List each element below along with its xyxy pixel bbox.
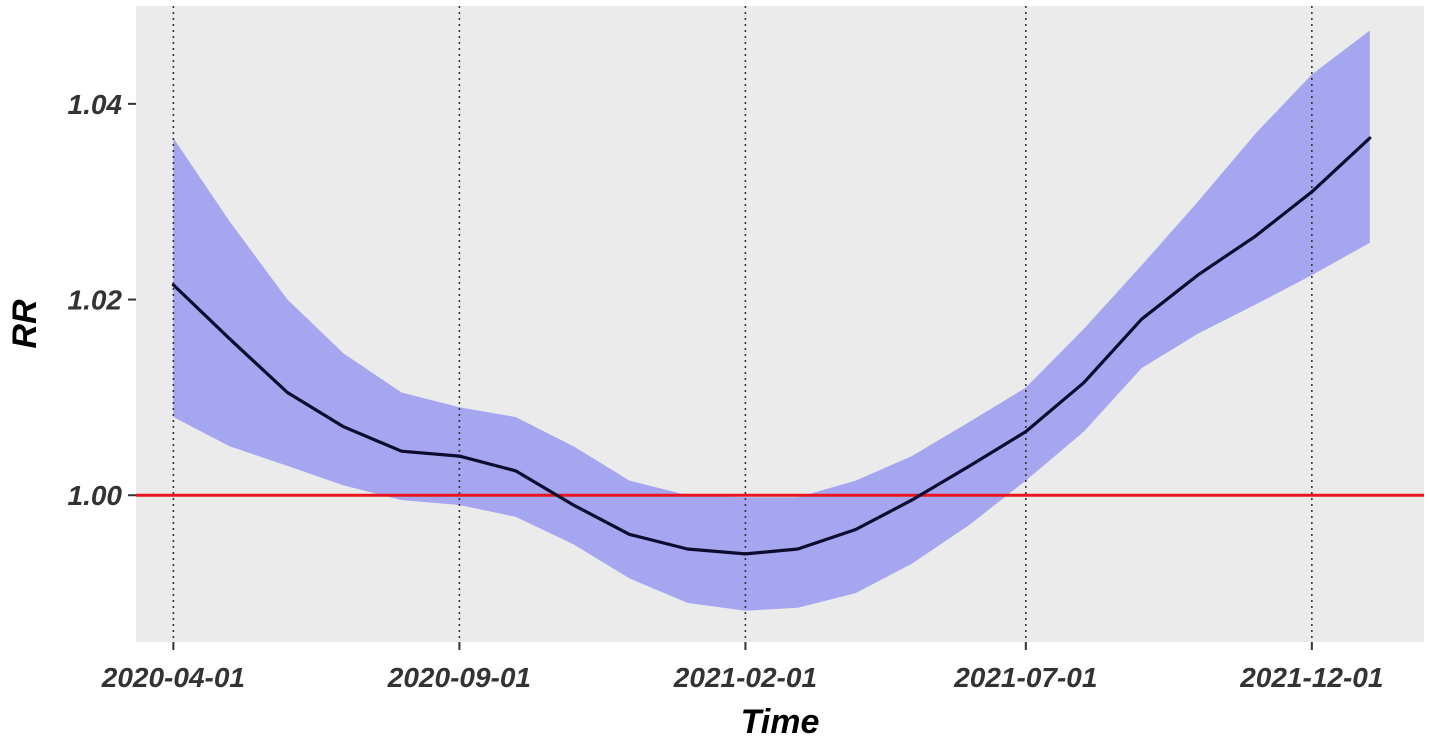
x-tick-label: 2021-12-01 bbox=[1239, 662, 1383, 693]
x-tick-label: 2021-07-01 bbox=[953, 662, 1097, 693]
y-tick-label: 1.00 bbox=[68, 480, 123, 511]
x-tick-label: 2020-04-01 bbox=[101, 662, 245, 693]
y-tick-label: 1.02 bbox=[68, 285, 123, 316]
x-tick-label: 2020-09-01 bbox=[387, 662, 531, 693]
x-tick-label: 2021-02-01 bbox=[673, 662, 817, 693]
estimate-line bbox=[171, 136, 1372, 556]
y-tick-label: 1.04 bbox=[68, 89, 123, 120]
y-axis-title: RR bbox=[6, 299, 44, 349]
x-axis-title: Time bbox=[741, 703, 820, 741]
confidence-band bbox=[173, 30, 1370, 611]
